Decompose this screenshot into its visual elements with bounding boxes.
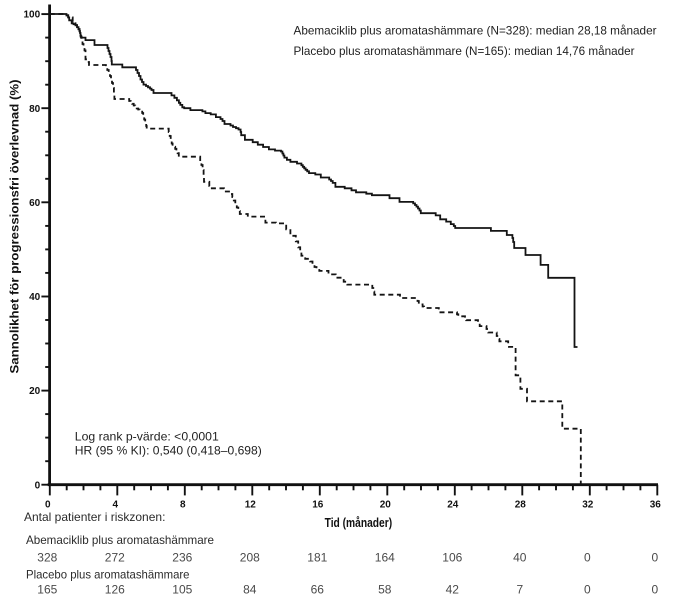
svg-text:20: 20 <box>29 386 41 397</box>
svg-text:42: 42 <box>446 582 460 596</box>
svg-text:0: 0 <box>651 551 658 565</box>
svg-text:Tid (månader): Tid (månader) <box>325 516 393 530</box>
svg-text:208: 208 <box>240 551 260 565</box>
svg-text:32: 32 <box>582 500 594 511</box>
svg-text:181: 181 <box>307 551 327 565</box>
svg-text:20: 20 <box>380 500 392 511</box>
svg-text:164: 164 <box>375 551 395 565</box>
svg-text:272: 272 <box>105 551 125 565</box>
svg-text:84: 84 <box>243 582 257 596</box>
svg-text:0: 0 <box>584 582 591 596</box>
svg-text:Sannolikhet för progressionsfr: Sannolikhet för progressionsfri överlevn… <box>8 80 22 374</box>
svg-text:0: 0 <box>651 582 658 596</box>
svg-text:0: 0 <box>584 551 591 565</box>
svg-text:80: 80 <box>29 104 41 115</box>
svg-text:100: 100 <box>24 10 41 21</box>
svg-text:Placebo plus aromatashämmare: Placebo plus aromatashämmare <box>26 568 190 582</box>
svg-text:HR (95 % KI): 0,540 (0,418–0,6: HR (95 % KI): 0,540 (0,418–0,698) <box>75 443 262 457</box>
svg-text:58: 58 <box>378 582 392 596</box>
svg-text:Antal patienter i riskzonen:: Antal patienter i riskzonen: <box>24 510 165 524</box>
svg-text:Abemaciklib plus aromatashämma: Abemaciklib plus aromatashämmare (N=328)… <box>294 24 657 38</box>
svg-text:105: 105 <box>172 582 192 596</box>
svg-text:Placebo plus aromatashämmare (: Placebo plus aromatashämmare (N=165): me… <box>294 44 635 58</box>
svg-text:Log rank p-värde: <0,0001: Log rank p-värde: <0,0001 <box>75 429 219 443</box>
svg-text:28: 28 <box>515 500 527 511</box>
svg-text:8: 8 <box>180 500 186 511</box>
svg-text:165: 165 <box>37 582 57 596</box>
svg-text:126: 126 <box>105 582 125 596</box>
svg-text:12: 12 <box>245 500 257 511</box>
svg-text:40: 40 <box>513 551 527 565</box>
svg-text:16: 16 <box>312 500 324 511</box>
svg-text:66: 66 <box>311 582 325 596</box>
svg-text:Abemaciklib plus aromatashämma: Abemaciklib plus aromatashämmare <box>26 533 214 547</box>
svg-text:24: 24 <box>447 500 459 511</box>
svg-text:4: 4 <box>113 500 119 511</box>
svg-text:106: 106 <box>442 551 462 565</box>
svg-text:7: 7 <box>516 582 523 596</box>
svg-text:236: 236 <box>172 551 192 565</box>
svg-text:0: 0 <box>35 480 41 491</box>
svg-text:0: 0 <box>45 500 51 511</box>
svg-text:36: 36 <box>650 500 662 511</box>
svg-text:40: 40 <box>29 292 41 303</box>
svg-text:60: 60 <box>29 198 41 209</box>
svg-text:328: 328 <box>37 551 57 565</box>
